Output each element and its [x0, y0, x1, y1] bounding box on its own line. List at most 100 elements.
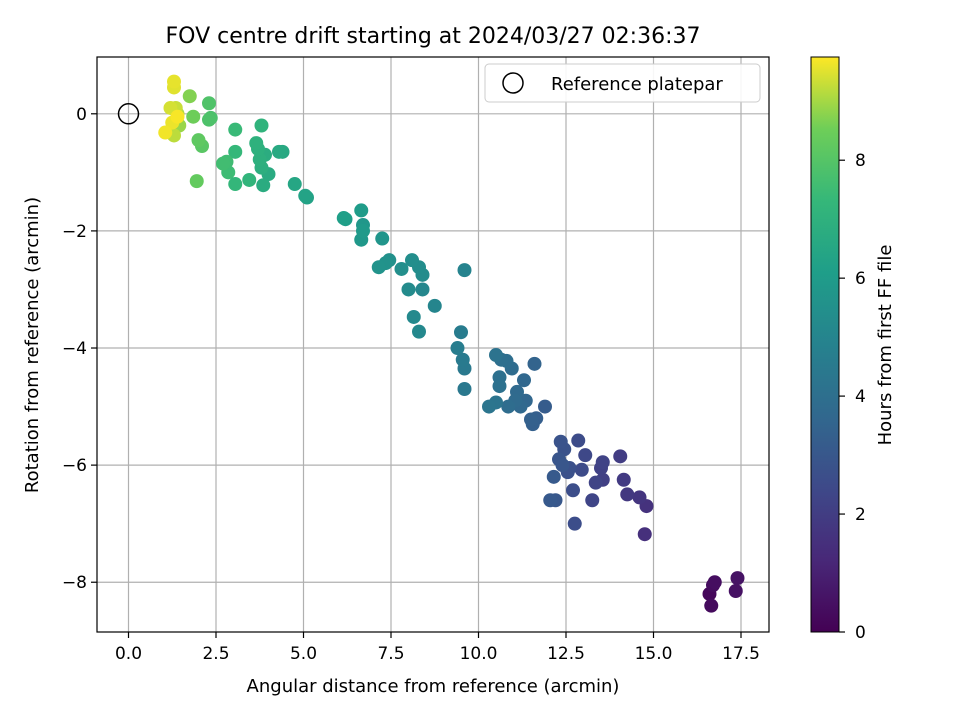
data-point	[543, 493, 558, 508]
reference-point	[117, 103, 140, 125]
data-points	[158, 74, 745, 613]
data-point	[585, 493, 600, 508]
data-point	[272, 144, 286, 159]
y-tick-label: −4	[62, 339, 87, 359]
data-point	[457, 263, 472, 278]
data-point	[728, 584, 743, 599]
x-tick-label: 0.0	[115, 644, 142, 664]
data-point	[202, 96, 216, 111]
y-axis-ticks: 0 −2 −4 −6 −8	[62, 105, 97, 593]
data-point	[170, 109, 185, 124]
data-point	[482, 399, 496, 414]
data-point	[620, 487, 635, 502]
data-point	[455, 352, 470, 367]
data-point	[546, 469, 561, 484]
x-tick-label: 7.5	[377, 644, 404, 664]
legend-marker-reference	[502, 72, 524, 94]
y-tick-label: −6	[62, 456, 87, 476]
data-point	[375, 231, 390, 246]
data-point	[524, 412, 538, 427]
data-point	[249, 136, 264, 151]
data-point	[371, 260, 386, 275]
data-point	[454, 325, 468, 340]
reference-marker	[117, 103, 140, 125]
data-point	[578, 448, 593, 463]
data-point	[228, 177, 243, 192]
data-point	[336, 211, 351, 226]
x-tick-label: 12.5	[547, 644, 585, 664]
colorbar-label: Hours from first FF file	[875, 245, 896, 446]
x-tick-label: 15.0	[635, 644, 673, 664]
data-point	[167, 74, 181, 89]
legend: Reference platepar	[484, 63, 761, 103]
data-point	[401, 282, 416, 297]
data-point	[450, 341, 465, 356]
data-point	[632, 490, 647, 505]
data-point	[574, 462, 589, 477]
data-point	[412, 324, 426, 339]
colorbar-ticks: 0 2 4 6 8	[839, 151, 866, 643]
data-point	[613, 449, 628, 464]
data-point	[571, 433, 586, 448]
colorbar	[810, 56, 840, 633]
data-point	[256, 178, 271, 193]
data-point	[527, 356, 542, 371]
data-point	[595, 455, 610, 470]
data-point	[242, 172, 257, 187]
legend-label-reference: Reference platepar	[551, 74, 723, 95]
x-tick-label: 17.5	[722, 644, 760, 664]
colorbar-tick-label: 6	[855, 269, 866, 289]
data-point	[707, 575, 722, 590]
data-point	[356, 223, 370, 238]
grid	[97, 57, 769, 632]
data-point	[216, 156, 230, 171]
data-point	[704, 598, 719, 613]
chart-title: FOV centre drift starting at 2024/03/27 …	[166, 24, 701, 49]
y-tick-label: −2	[62, 222, 87, 242]
colorbar-tick-label: 2	[855, 505, 866, 525]
data-point	[287, 177, 302, 192]
data-point	[189, 174, 204, 189]
data-point	[489, 348, 503, 363]
data-point	[394, 261, 409, 276]
x-axis-label: Angular distance from reference (arcmin)	[247, 676, 620, 697]
data-point	[457, 382, 472, 397]
x-tick-label: 10.0	[460, 644, 498, 664]
x-tick-label: 5.0	[290, 644, 317, 664]
y-axis-label: Rotation from reference (arcmin)	[22, 197, 43, 493]
data-point	[182, 89, 197, 104]
data-point	[492, 379, 507, 394]
data-point	[427, 298, 442, 313]
data-point	[616, 472, 631, 487]
data-point	[538, 399, 552, 414]
data-point	[298, 188, 313, 203]
data-point	[415, 282, 430, 297]
data-point	[406, 309, 421, 324]
colorbar-tick-label: 0	[855, 623, 866, 643]
colorbar-tick-label: 4	[855, 387, 866, 407]
data-point	[254, 118, 269, 133]
y-tick-label: −8	[62, 573, 87, 593]
data-point	[566, 483, 580, 498]
data-point	[501, 399, 516, 414]
plot-frame	[96, 56, 770, 633]
x-axis-ticks: 0.0 2.5 5.0 7.5 10.0 12.5 15.0 17.5	[115, 632, 760, 664]
data-point	[567, 516, 582, 531]
data-point	[228, 144, 243, 159]
data-point	[637, 527, 652, 542]
data-point	[354, 203, 369, 218]
data-point	[555, 458, 570, 473]
data-point	[158, 125, 173, 140]
x-tick-label: 2.5	[202, 644, 229, 664]
y-tick-label: 0	[76, 105, 87, 125]
data-point	[202, 112, 216, 127]
data-point	[186, 109, 201, 124]
data-point	[730, 571, 745, 586]
data-point	[517, 373, 531, 388]
data-point	[228, 122, 243, 137]
data-point	[405, 253, 419, 268]
data-point	[191, 133, 206, 148]
colorbar-tick-label: 8	[855, 151, 866, 171]
legend-box	[484, 63, 761, 103]
